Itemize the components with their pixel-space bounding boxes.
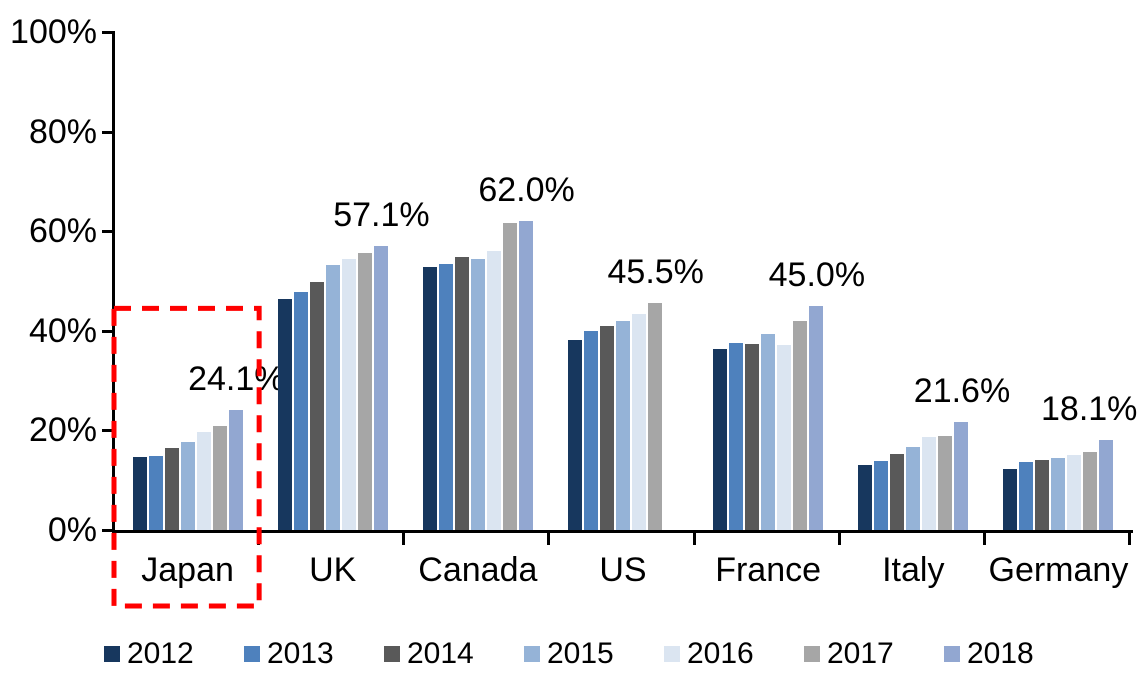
legend-swatch-2017 (804, 646, 820, 662)
x-axis-tick (1128, 530, 1131, 545)
legend-label-2015: 2015 (547, 637, 614, 670)
y-axis-tick (102, 31, 112, 34)
bar-canada-2015 (470, 258, 485, 530)
legend-swatch-2013 (244, 646, 260, 662)
data-label-france: 45.0% (768, 255, 866, 294)
legend-label-2017: 2017 (827, 637, 894, 670)
legend-swatch-2015 (524, 646, 540, 662)
bar-canada-2018 (518, 221, 533, 530)
y-axis-tick-label: 40% (28, 311, 97, 350)
y-axis-tick (102, 130, 112, 134)
bar-uk-2014 (309, 281, 324, 530)
bar-germany-2016 (1067, 455, 1082, 530)
data-label-italy: 21.6% (913, 372, 1011, 411)
bar-germany-2014 (1035, 460, 1050, 530)
legend-label-2016: 2016 (687, 637, 754, 670)
bar-japan-2017 (212, 425, 227, 530)
x-axis-tick (982, 530, 986, 545)
bar-canada-2013 (438, 264, 453, 530)
bar-france-2013 (729, 342, 744, 530)
y-axis-tick (102, 329, 112, 333)
bar-france-2012 (713, 349, 728, 530)
y-axis-tick-label: 100% (10, 13, 97, 51)
x-axis-tick (837, 530, 841, 545)
data-label-germany: 18.1% (1041, 389, 1138, 428)
bar-italy-2017 (938, 436, 953, 530)
legend-label-2014: 2014 (407, 637, 474, 670)
bar-canada-2014 (454, 257, 469, 530)
y-axis-tick-label: 20% (28, 411, 97, 450)
bar-japan-2016 (196, 432, 211, 530)
bar-france-2015 (761, 334, 776, 530)
y-axis-tick-label: 0% (47, 511, 97, 549)
bar-us-2014 (600, 325, 614, 530)
x-axis-category-label: Italy (882, 551, 945, 589)
bar-japan-2012 (132, 456, 147, 530)
x-axis-tick (692, 530, 696, 545)
x-axis-category-label: UK (309, 551, 357, 589)
y-axis-tick (102, 230, 112, 234)
bar-germany-2017 (1083, 452, 1098, 530)
legend-swatch-2018 (944, 646, 960, 662)
data-label-canada: 62.0% (478, 171, 575, 210)
x-axis-category-label: Germany (988, 551, 1129, 589)
legend-label-2018: 2018 (967, 637, 1034, 670)
y-axis-line (112, 31, 115, 533)
bar-japan-2013 (148, 456, 163, 530)
y-axis-tick-label: 60% (28, 212, 97, 251)
bar-italy-2014 (890, 454, 905, 530)
bar-germany-2018 (1099, 439, 1114, 530)
data-label-japan: 24.1% (188, 359, 285, 398)
bar-france-2018 (809, 305, 824, 530)
legend-label-2012: 2012 (127, 637, 194, 670)
bar-canada-2016 (486, 251, 501, 530)
bar-france-2016 (777, 344, 792, 530)
bar-us-2016 (632, 313, 646, 530)
legend-swatch-2014 (384, 646, 400, 662)
x-axis-tick (112, 530, 115, 545)
bar-italy-2013 (874, 460, 889, 530)
x-axis-tick (547, 530, 551, 545)
bar-uk-2018 (373, 245, 388, 530)
y-axis-tick-label: 80% (28, 112, 97, 151)
bar-japan-2018 (228, 409, 243, 530)
bar-italy-2015 (906, 447, 921, 530)
bar-italy-2016 (922, 437, 937, 530)
bar-uk-2016 (341, 258, 356, 530)
bar-italy-2018 (954, 422, 969, 530)
y-axis-tick (102, 429, 112, 433)
bar-us-2015 (616, 321, 630, 530)
legend-swatch-2012 (104, 646, 120, 662)
bar-france-2017 (793, 320, 808, 530)
bar-us-2013 (584, 330, 598, 530)
x-axis-category-label: US (599, 551, 647, 589)
bar-uk-2012 (277, 299, 292, 530)
bar-germany-2013 (1019, 461, 1034, 530)
data-label-uk: 57.1% (333, 195, 430, 234)
legend-label-2013: 2013 (267, 637, 334, 670)
bar-germany-2015 (1051, 457, 1066, 530)
bar-uk-2017 (357, 253, 372, 530)
bar-canada-2012 (422, 266, 437, 530)
x-axis-tick (257, 530, 261, 545)
x-axis-line (112, 530, 1133, 533)
x-axis-category-label: France (715, 551, 822, 589)
bar-canada-2017 (502, 223, 517, 530)
x-axis-category-label: Canada (418, 551, 538, 589)
bar-us-2017 (648, 303, 662, 530)
bar-japan-2015 (180, 441, 195, 530)
x-axis-category-label: Japan (141, 551, 234, 589)
bar-france-2014 (745, 343, 760, 530)
data-label-us: 45.5% (607, 253, 704, 292)
x-axis-tick (402, 530, 406, 545)
bar-japan-2014 (164, 448, 179, 530)
bar-italy-2012 (858, 465, 873, 530)
legend-swatch-2016 (664, 646, 680, 662)
y-axis-tick (102, 529, 112, 532)
bar-uk-2015 (325, 265, 340, 530)
bar-germany-2012 (1003, 469, 1018, 530)
bar-us-2012 (568, 340, 582, 530)
bar-uk-2013 (293, 292, 308, 530)
